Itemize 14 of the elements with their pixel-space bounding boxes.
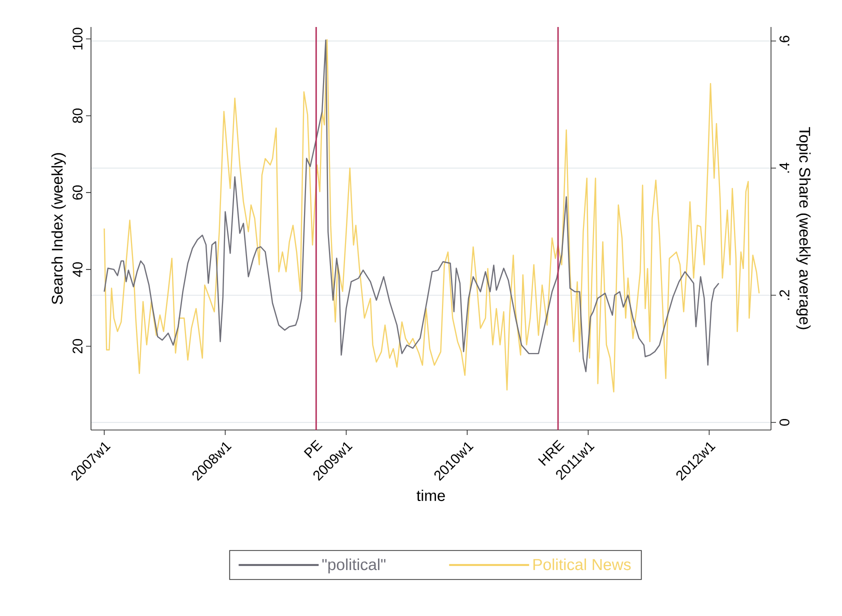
text: "political" (322, 558, 386, 574)
y2-tick-label: .6 (780, 36, 790, 46)
y-axis-title: Search Index (weekly) (51, 153, 66, 304)
y2-axis-title: Topic Share (weekly average) (796, 127, 811, 330)
y-tick-label: 40 (72, 262, 82, 277)
x-axis-title: time (416, 490, 445, 502)
y2-tick-label: .2 (780, 290, 790, 300)
y2-tick-label: .4 (780, 162, 790, 173)
y2-tick-label: 0 (780, 419, 790, 426)
y-tick-label: 60 (72, 185, 82, 200)
y-tick-label: 80 (72, 108, 82, 123)
y-tick-label: 20 (72, 339, 82, 354)
y-tick-label: 100 (72, 28, 82, 50)
text: Political News (533, 558, 631, 570)
